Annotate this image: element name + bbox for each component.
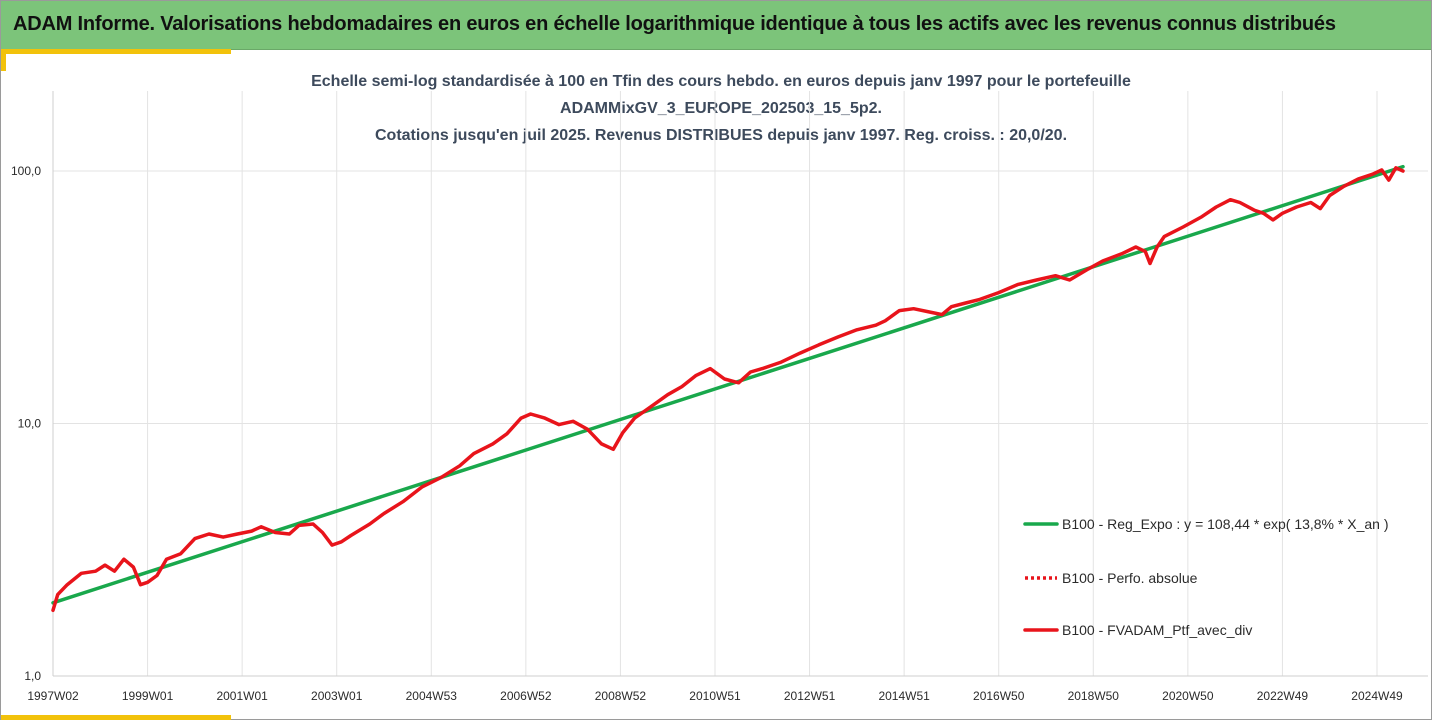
x-tick-label: 1997W02 xyxy=(27,689,79,703)
x-tick-label: 2018W50 xyxy=(1068,689,1120,703)
legend: B100 - Reg_Expo : y = 108,44 * exp( 13,8… xyxy=(1023,516,1388,638)
x-tick-label: 2006W52 xyxy=(500,689,552,703)
x-tick-label: 1999W01 xyxy=(122,689,174,703)
x-tick-label: 2008W52 xyxy=(595,689,647,703)
x-tick-label: 2024W49 xyxy=(1351,689,1403,703)
chart-title-line-3: Cotations jusqu'en juil 2025. Revenus DI… xyxy=(374,127,1068,144)
legend-label: B100 - FVADAM_Ptf_avec_div xyxy=(1062,622,1252,638)
chart-title-line-1: Echelle semi-log standardisée à 100 en T… xyxy=(311,73,1131,90)
legend-label: B100 - Perfo. absolue xyxy=(1062,570,1198,586)
x-tick-label: 2020W50 xyxy=(1162,689,1214,703)
portfolio-series-line xyxy=(51,166,1405,613)
plot-area xyxy=(52,91,1428,677)
regression-series-line xyxy=(51,164,1405,605)
chart-grid xyxy=(52,91,1428,677)
header-banner: ADAM Informe. Valorisations hebdomadaire… xyxy=(1,1,1431,50)
x-tick-label: 2001W01 xyxy=(216,689,268,703)
legend-label: B100 - Reg_Expo : y = 108,44 * exp( 13,8… xyxy=(1062,516,1388,532)
accent-bar-bottom xyxy=(1,715,231,720)
accent-bar-left xyxy=(1,49,6,71)
x-tick-label: 2003W01 xyxy=(311,689,363,703)
y-tick-label: 10,0 xyxy=(18,417,42,431)
y-tick-label: 100,0 xyxy=(11,164,41,178)
x-tick-label: 2014W51 xyxy=(878,689,930,703)
x-tick-label: 2022W49 xyxy=(1257,689,1309,703)
x-tick-label: 2016W50 xyxy=(973,689,1025,703)
x-axis: 1997W02 1999W01 2001W01 2003W01 2004W53 2006W… xyxy=(27,689,1403,703)
x-tick-label: 2010W51 xyxy=(689,689,741,703)
y-axis: 1,0 10,0 100,0 xyxy=(11,164,41,683)
series-layer xyxy=(51,164,1405,613)
x-tick-label: 2012W51 xyxy=(784,689,836,703)
y-tick-label: 1,0 xyxy=(24,669,41,683)
x-tick-label: 2004W53 xyxy=(406,689,458,703)
report-title: ADAM Informe. Valorisations hebdomadaire… xyxy=(13,13,1336,35)
accent-bar-top xyxy=(1,49,231,54)
chart-title-line-2: ADAMMixGV_3_EUROPE_202503_15_5p2. xyxy=(560,100,882,117)
